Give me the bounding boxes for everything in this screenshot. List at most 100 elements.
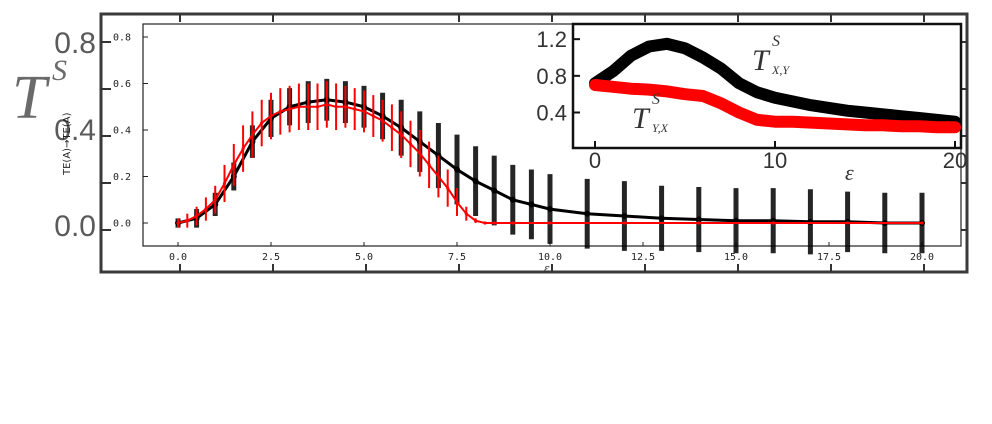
main-series-1-point-32: [474, 219, 478, 223]
inset-series-0-point-15: [861, 108, 869, 117]
inset-series-1-point-19: [933, 123, 941, 132]
main-ytick-label-1: 0.2: [113, 172, 131, 183]
main-series-0-point-20: [547, 206, 553, 213]
main-series-1-point-36: [548, 221, 552, 225]
inset-xtick-label-1: 10: [763, 148, 787, 173]
main-series-1-point-22: [381, 119, 385, 123]
main-series-1-point-12: [288, 107, 292, 111]
inset-series-0-point-3: [645, 42, 653, 51]
inset-label-yx-subscript: Y,X: [652, 121, 669, 135]
inset-series-0-point-4: [663, 39, 671, 48]
inset-series-0-point-17: [897, 112, 905, 121]
inset-axes: 0 10 20 0.4 0.8 1.2: [536, 27, 967, 173]
inset-series-0-point-12: [807, 101, 815, 110]
main-ytick-label-0: 0.0: [113, 219, 131, 230]
main-xtick-label-4: 10.0: [538, 252, 562, 263]
inset-series-1-point-3: [645, 85, 653, 94]
inset-series-1-point-0: [591, 81, 599, 89]
main-series-0-point-19: [528, 201, 535, 208]
main-series-1-point-26: [418, 151, 422, 155]
main-series-1-point-18: [343, 105, 347, 109]
main-series-1-point-24: [399, 133, 403, 137]
main-series-0-point-23: [658, 215, 665, 222]
inset-panel: 0 10 20 0.4 0.8 1.2 ε T S X,Y T S Y,X: [536, 22, 967, 185]
inset-series-0-point-7: [717, 64, 725, 73]
inset-series-0-point-1: [609, 67, 617, 76]
inset-series-1-point-20: [951, 123, 959, 132]
outer-ticks: [101, 14, 967, 272]
main-ytick-label-3: 0.6: [113, 79, 131, 90]
main-series-1-point-1: [185, 219, 189, 223]
main-series-1-point-2: [195, 214, 199, 218]
main-series-1-point-31: [464, 212, 468, 216]
main-axes: 0.0 2.5 5.0 7.5 10.0 12.5 15.0 17.5 20.0 0.0 0.2 0.…: [113, 33, 934, 264]
main-series-1-point-30: [455, 200, 459, 204]
main-xtick-label-2: 5.0: [355, 252, 373, 263]
inset-series-1-point-10: [771, 117, 779, 126]
inset-series-1-point-4: [663, 87, 671, 96]
main-series-1-point-25: [408, 142, 413, 146]
inset-series-0-point-18: [915, 114, 923, 122]
main-ytick-label-2: 0.4: [113, 126, 131, 137]
main-xlabel: ε: [544, 262, 550, 275]
inset-xtick-label-0: 0: [589, 148, 601, 173]
inset-series-1-point-2: [627, 84, 635, 93]
inset-series-1-point-12: [807, 118, 815, 127]
inset-ytick-label-1: 0.8: [536, 64, 567, 89]
main-series-1-point-41: [920, 221, 924, 225]
inset-series-0: [589, 37, 961, 128]
main-series-0-point-16: [472, 178, 479, 185]
inset-label-xy: T S X,Y: [752, 33, 790, 77]
outer-ytick-label-0: 0.8: [54, 27, 96, 60]
main-series-1-point-11: [278, 109, 282, 113]
main-series-1-point-3: [204, 207, 208, 211]
outer-ytick-label-2: 0.0: [54, 210, 96, 243]
inset-series-0-point-5: [681, 44, 689, 53]
inset-series-0-point-14: [843, 106, 851, 115]
main-series-1-point-23: [390, 126, 394, 130]
main-series-1-point-20: [362, 109, 366, 113]
main-series-1-point-38: [697, 221, 701, 225]
inset-xtick-label-2: 20: [943, 148, 967, 173]
inset-series-0-point-2: [627, 51, 635, 60]
inset-series-1-point-7: [717, 99, 725, 108]
main-series-0-point-22: [621, 213, 628, 220]
main-ytick-label-4: 0.8: [113, 33, 131, 44]
main-series-1-point-14: [306, 105, 310, 109]
inset-series-1-point-18: [915, 122, 923, 131]
main-series-1-point-15: [315, 105, 320, 109]
inset-xlabel: ε: [845, 160, 854, 185]
main-series-1-point-19: [353, 107, 357, 111]
main-series-1-point-17: [334, 105, 338, 109]
outer-ytick-label-1: 0.4: [54, 114, 96, 147]
main-xtick-label-1: 2.5: [262, 252, 280, 263]
main-series-1-point-21: [371, 114, 375, 118]
main-series-1-point-10: [269, 114, 273, 118]
main-series-1-line: [177, 103, 922, 224]
inset-ytick-label-0: 0.4: [536, 101, 567, 126]
inset-series-1-point-11: [789, 117, 797, 126]
inset-series-1-point-14: [843, 120, 851, 129]
main-series-1-point-0: [176, 221, 180, 225]
main-series-0-point-18: [509, 196, 516, 203]
inset-series-1-point-17: [897, 122, 905, 131]
main-series-1-point-16: [325, 102, 329, 107]
outer-plot-frame: [99, 12, 969, 274]
main-series-1-point-5: [222, 181, 227, 186]
main-series-1-point-35: [511, 221, 515, 225]
main-xtick-label-6: 15.0: [724, 252, 748, 263]
main-xtick-label-3: 7.5: [448, 252, 466, 263]
inset-series-0-point-13: [825, 103, 833, 112]
main-series-0-point-17: [491, 187, 498, 194]
inset-series-1-point-9: [753, 115, 761, 124]
inset-series-1-point-5: [681, 90, 689, 99]
main-series-1-point-29: [446, 186, 450, 190]
main-series-0-point-24: [695, 216, 702, 223]
main-xtick-label-8: 20.0: [910, 252, 934, 263]
main-series-1-point-37: [622, 221, 627, 225]
main-xtick-label-7: 17.5: [817, 252, 841, 263]
inset-series: [589, 37, 961, 134]
inset-series-1: [589, 79, 961, 134]
inset-ytick-label-2: 1.2: [536, 27, 567, 52]
outer-ylabel-symbol: T: [12, 64, 51, 132]
